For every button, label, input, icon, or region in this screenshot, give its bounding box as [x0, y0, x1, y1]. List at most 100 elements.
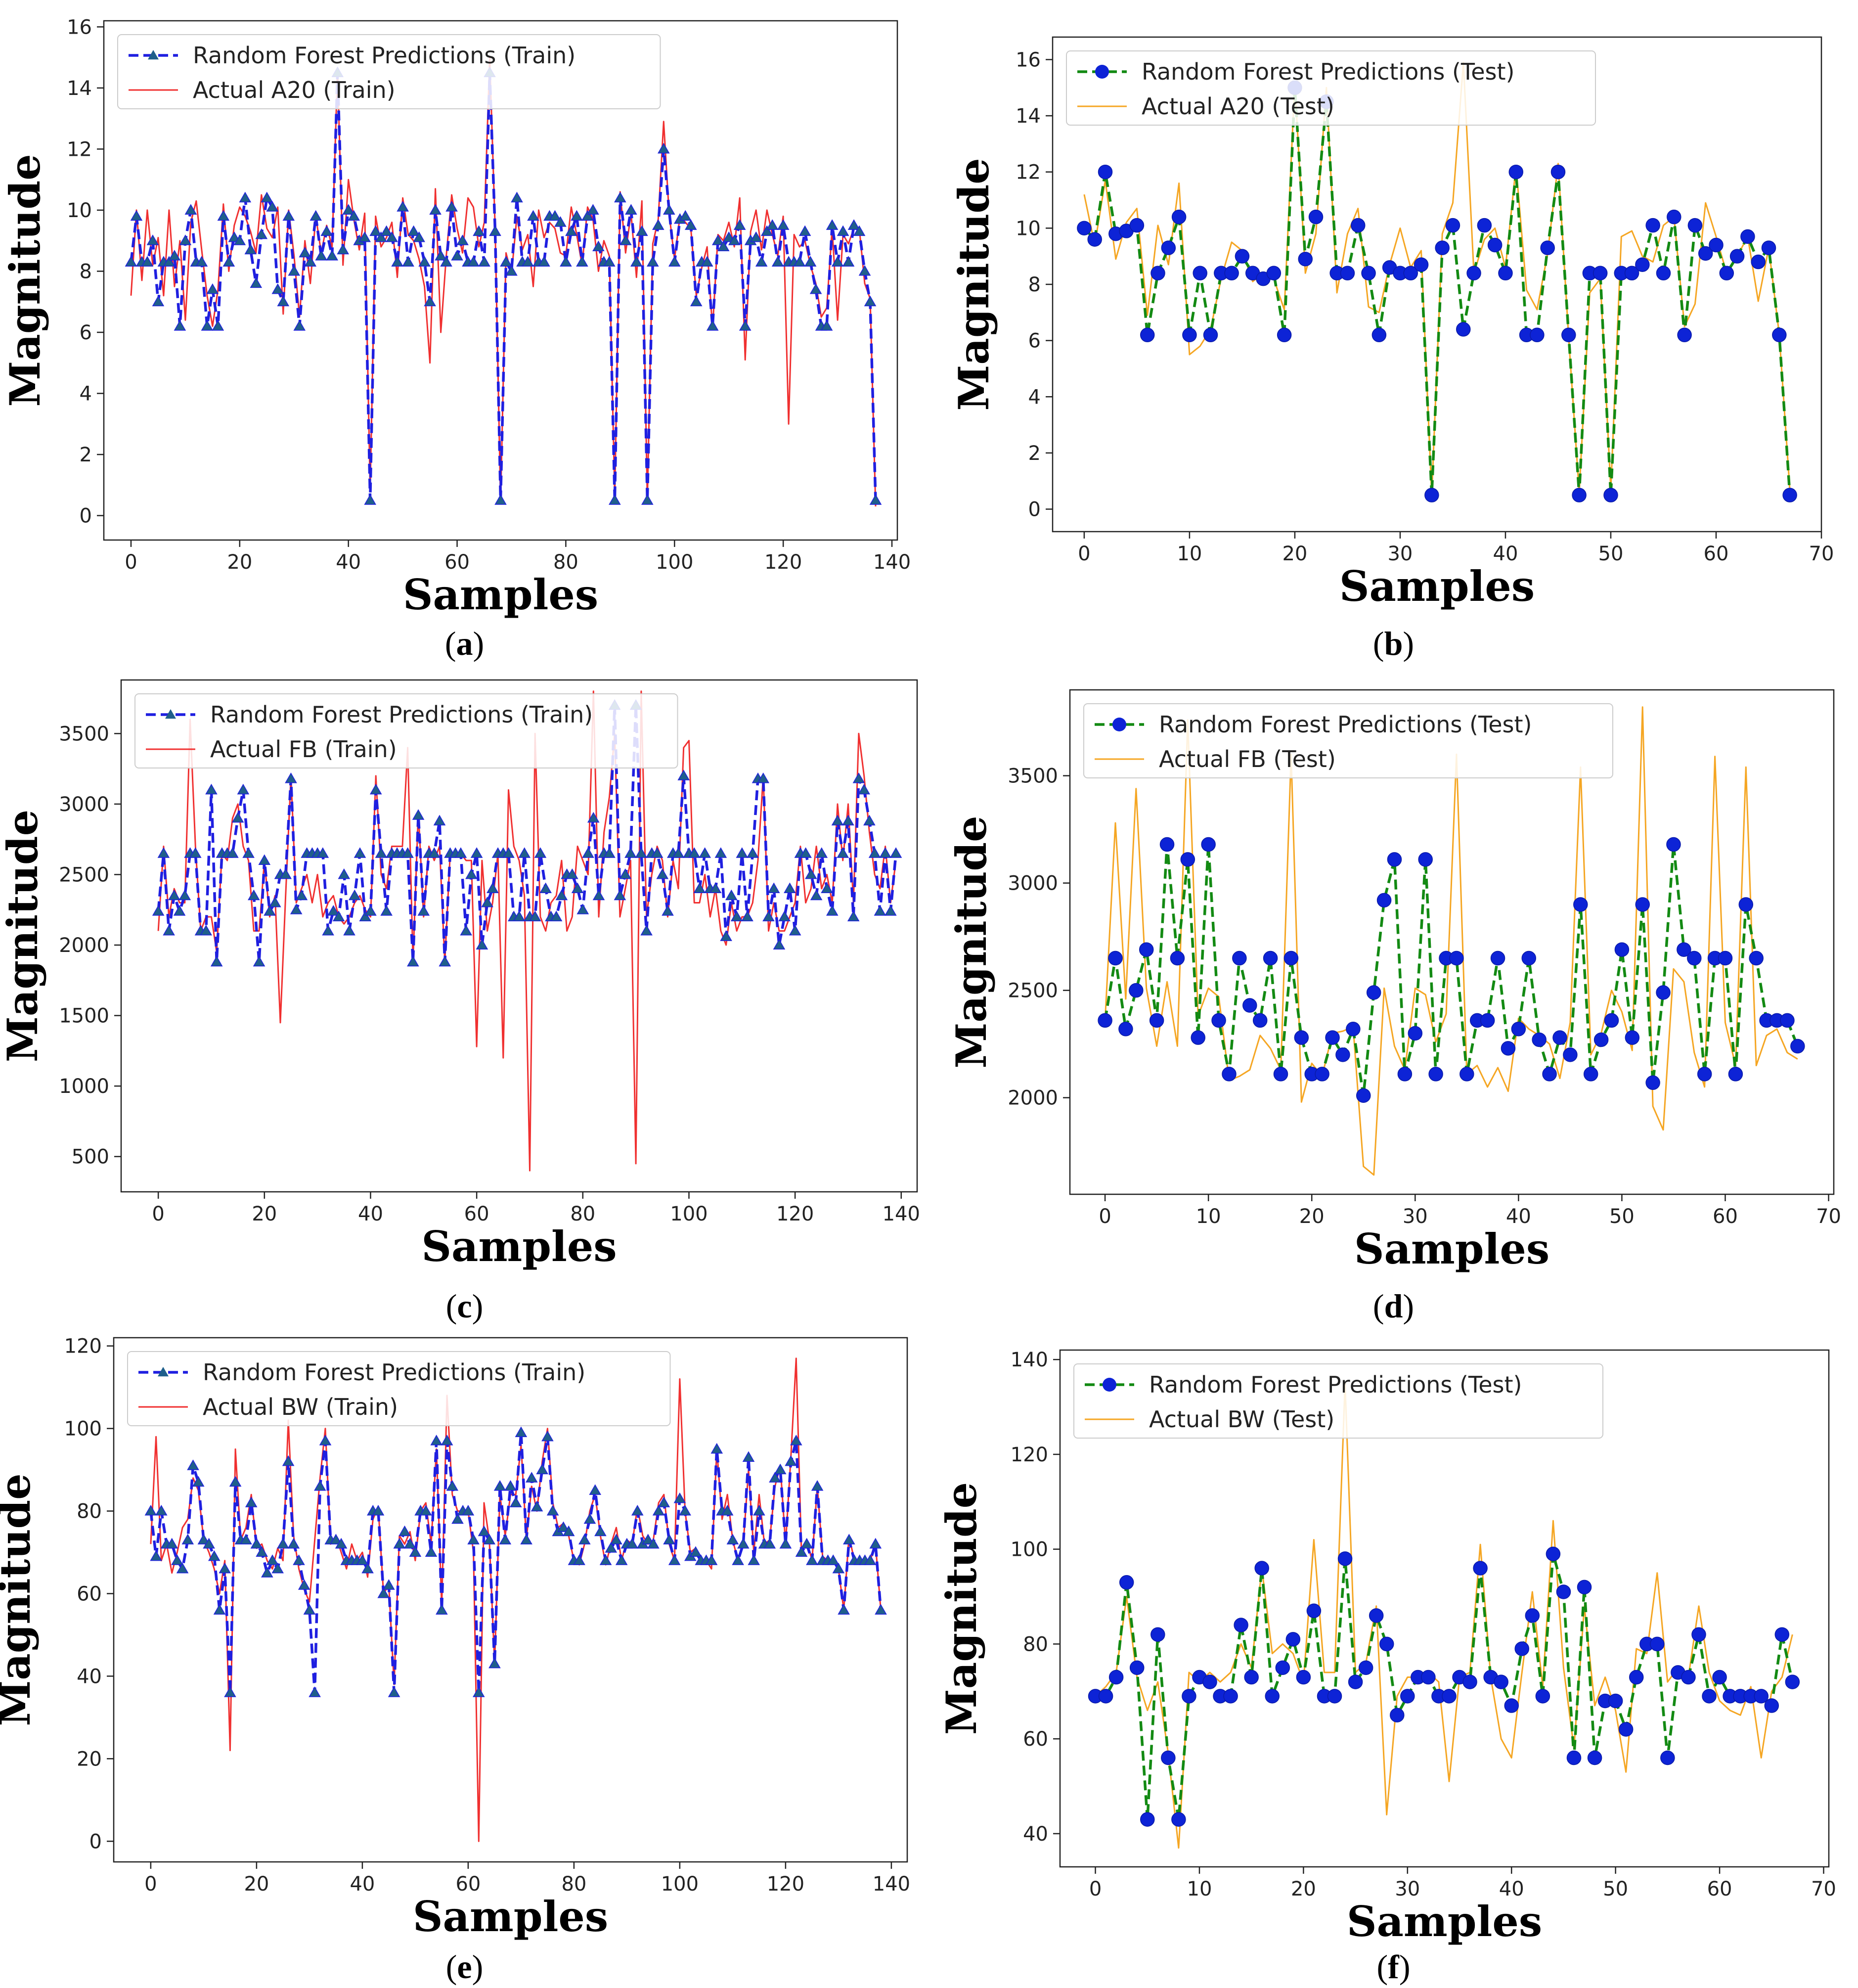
prediction-marker	[684, 219, 697, 230]
x-axis-label: Samples	[413, 1892, 608, 1941]
prediction-marker	[864, 1554, 877, 1565]
y-tick-label: 8	[80, 260, 92, 283]
prediction-marker	[1702, 1689, 1717, 1704]
prediction-marker	[522, 256, 534, 267]
prediction-marker	[1473, 1561, 1488, 1576]
prediction-marker	[282, 210, 295, 221]
prediction-marker	[256, 1546, 268, 1557]
prediction-marker	[1572, 488, 1587, 502]
prediction-marker	[1283, 950, 1299, 966]
y-tick-label: 80	[77, 1500, 102, 1523]
prediction-marker	[701, 256, 713, 267]
prediction-marker	[335, 1537, 348, 1549]
y-tick-label: 1000	[59, 1075, 109, 1098]
prediction-marker	[847, 910, 860, 922]
prediction-marker	[728, 234, 741, 245]
prediction-marker	[233, 234, 246, 245]
prediction-marker	[1498, 266, 1513, 281]
x-axis-label: Samples	[1354, 1224, 1549, 1273]
prediction-marker	[805, 868, 817, 879]
prediction-marker	[322, 925, 334, 936]
prediction-marker	[1494, 1674, 1508, 1689]
prediction-marker	[631, 1505, 644, 1516]
prediction-marker	[1712, 1670, 1727, 1685]
legend-label: Random Forest Predictions (Train)	[210, 701, 593, 728]
prediction-marker	[1691, 1627, 1706, 1642]
x-tick-label: 50	[1609, 1205, 1635, 1228]
prediction-marker	[847, 219, 860, 230]
prediction-marker	[1535, 1689, 1550, 1704]
prediction-marker	[250, 277, 263, 288]
x-tick-label: 70	[1811, 1878, 1836, 1900]
prediction-marker	[361, 1562, 374, 1574]
x-tick-label: 100	[656, 551, 693, 574]
prediction-marker	[784, 882, 796, 893]
prediction-marker	[271, 283, 284, 294]
chart-e: 0 20 40 60 80 100 120 140 0 20 40 60 80 100 120 Samples…	[0, 1335, 910, 1941]
prediction-marker	[1337, 1551, 1353, 1566]
prediction-marker	[319, 1435, 332, 1446]
x-tick-label: 20	[1282, 542, 1307, 565]
panel-d: 0 10 20 30 40 50 60 70 2000 2500 3000 3500 Samples Ma…	[929, 663, 1858, 1325]
y-tick-label: 2500	[1008, 980, 1058, 1002]
prediction-marker	[187, 1459, 199, 1470]
chart-f: 0 10 20 30 40 50 60 70 40 60 80 100 120 140 Samples Mag…	[937, 1349, 1836, 1946]
prediction-marker	[239, 191, 252, 203]
x-tick-label: 70	[1809, 542, 1834, 565]
x-tick-label: 40	[336, 551, 361, 574]
y-tick-label: 60	[1023, 1728, 1048, 1751]
x-tick-label: 10	[1177, 542, 1202, 565]
prediction-marker	[581, 210, 594, 221]
prediction-marker	[827, 1554, 840, 1565]
prediction-marker	[1729, 249, 1745, 264]
chart-a: 0 20 40 60 80 100 120 140 0 2 4 6 8 10 12 14 16 Samples Ma…	[0, 16, 911, 619]
actual-line	[157, 690, 897, 1172]
prediction-marker	[1583, 1067, 1598, 1082]
legend: Random Forest Predictions (Train) Actual …	[127, 1351, 671, 1426]
prediction-marker	[826, 905, 839, 916]
prediction-marker	[505, 265, 518, 276]
prediction-marker	[549, 210, 561, 221]
prediction-marker	[789, 925, 801, 936]
prediction-marker	[662, 905, 674, 916]
prediction-marker	[282, 1455, 295, 1466]
prediction-marker	[831, 814, 844, 826]
prediction-marker	[293, 320, 306, 331]
prediction-marker	[418, 256, 431, 267]
x-tick-label: 60	[1704, 542, 1729, 565]
prediction-marker	[762, 910, 775, 922]
prediction-marker	[231, 812, 244, 823]
prediction-marker	[1790, 1039, 1805, 1054]
prediction-marker	[1728, 1067, 1743, 1082]
prediction-marker	[879, 847, 891, 858]
y-tick-label: 2000	[1008, 1087, 1058, 1110]
x-tick-label: 70	[1816, 1205, 1841, 1228]
prediction-marker	[1108, 950, 1123, 966]
prediction-marker	[748, 1554, 760, 1565]
prediction-marker	[550, 910, 563, 922]
prediction-marker	[1306, 1603, 1322, 1619]
prediction-marker	[1687, 950, 1702, 966]
prediction-marker	[250, 1537, 263, 1549]
x-tick-label: 60	[1713, 1205, 1738, 1228]
prediction-marker	[1660, 1750, 1675, 1765]
prediction-marker	[1170, 950, 1185, 966]
prediction-marker	[168, 250, 181, 261]
prediction-marker	[1202, 1674, 1217, 1689]
legend-label: Random Forest Predictions (Train)	[193, 42, 575, 69]
prediction-marker	[885, 905, 897, 916]
actual-line	[150, 1357, 882, 1842]
prediction-marker	[1369, 1608, 1384, 1623]
series-group	[125, 56, 882, 507]
prediction-marker	[1325, 1030, 1340, 1045]
x-tick-label: 140	[873, 551, 911, 574]
legend-marker	[1095, 65, 1109, 79]
prediction-marker	[240, 1534, 252, 1544]
prediction-marker	[810, 889, 823, 901]
prediction-marker	[248, 889, 260, 901]
prediction-marker	[1315, 1067, 1329, 1082]
prediction-marker	[483, 1534, 495, 1544]
y-tick-label: 3000	[59, 793, 109, 816]
prediction-marker	[757, 772, 770, 783]
prediction-marker	[771, 256, 784, 267]
